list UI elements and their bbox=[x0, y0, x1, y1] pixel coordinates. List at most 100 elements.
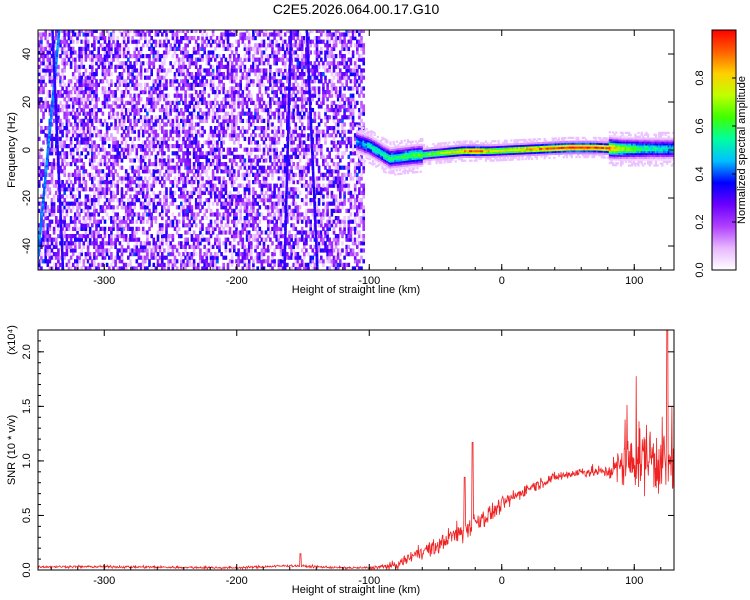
heatmap-cell bbox=[86, 75, 90, 80]
heatmap-cell bbox=[203, 118, 206, 123]
heatmap-cell bbox=[290, 136, 293, 141]
heatmap-cell bbox=[281, 147, 285, 152]
heatmap-cell bbox=[230, 136, 234, 141]
heatmap-cell bbox=[300, 64, 304, 69]
heatmap-cell bbox=[135, 241, 139, 246]
heatmap-cell bbox=[131, 140, 134, 145]
heatmap-cell bbox=[307, 169, 310, 174]
heatmap-cell bbox=[226, 64, 230, 69]
heatmap-cell bbox=[139, 46, 143, 51]
heatmap-cell bbox=[184, 133, 187, 138]
heatmap-cell bbox=[141, 158, 145, 163]
heatmap-cell bbox=[50, 79, 54, 84]
heatmap-cell bbox=[216, 219, 219, 224]
heatmap-cell bbox=[256, 169, 259, 174]
heatmap-cell bbox=[281, 72, 285, 77]
heatmap-cell bbox=[243, 219, 247, 224]
heatmap-cell bbox=[197, 244, 200, 249]
heatmap-cell bbox=[288, 162, 291, 167]
heatmap-cell bbox=[226, 172, 230, 177]
heatmap-cell bbox=[175, 30, 179, 33]
heatmap-cell bbox=[209, 147, 213, 152]
heatmap-cell bbox=[120, 223, 124, 228]
heatmap-cell bbox=[294, 252, 298, 257]
heatmap-cell bbox=[129, 262, 132, 267]
heatmap-cell bbox=[290, 176, 293, 181]
heatmap-cell bbox=[152, 39, 156, 44]
heatmap-cell bbox=[186, 39, 189, 44]
heatmap-cell bbox=[260, 198, 264, 203]
heatmap-cell bbox=[99, 158, 103, 163]
heatmap-cell bbox=[135, 259, 139, 264]
heatmap-cell bbox=[116, 180, 119, 185]
heatmap-cell bbox=[214, 226, 217, 231]
heatmap-cell bbox=[71, 129, 75, 134]
heatmap-cell bbox=[199, 187, 202, 192]
heatmap-cell bbox=[118, 154, 122, 159]
heatmap-cell bbox=[124, 64, 128, 69]
heatmap-cell bbox=[165, 133, 168, 138]
heatmap-cell bbox=[192, 262, 196, 267]
heatmap-cell bbox=[108, 158, 111, 163]
heatmap-cell bbox=[65, 86, 69, 91]
heatmap-cell bbox=[161, 147, 164, 152]
heatmap-cell bbox=[281, 259, 285, 264]
heatmap-cell bbox=[173, 129, 177, 134]
heatmap-cell bbox=[267, 234, 270, 239]
heatmap-cell bbox=[69, 190, 73, 195]
heatmap-cell bbox=[218, 230, 221, 235]
heatmap-cell bbox=[192, 248, 196, 253]
heatmap-cell bbox=[233, 54, 236, 59]
heatmap-cell bbox=[148, 39, 151, 44]
heatmap-cell bbox=[129, 208, 132, 213]
heatmap-cell bbox=[105, 122, 109, 127]
heatmap-cell bbox=[252, 266, 255, 270]
heatmap-cell bbox=[91, 144, 94, 149]
heatmap-cell bbox=[292, 90, 295, 95]
heatmap-cell bbox=[256, 111, 259, 116]
heatmap-cell bbox=[50, 180, 54, 185]
heatmap-cell bbox=[277, 176, 281, 181]
heatmap-cell bbox=[55, 255, 58, 260]
heatmap-cell bbox=[112, 216, 115, 221]
heatmap-cell bbox=[154, 100, 158, 105]
heatmap-cell bbox=[192, 147, 196, 152]
heatmap-cell bbox=[296, 180, 300, 185]
heatmap-cell bbox=[275, 154, 278, 159]
heatmap-cell bbox=[50, 144, 54, 149]
heatmap-cell bbox=[226, 118, 230, 123]
heatmap-cell bbox=[216, 234, 219, 239]
heatmap-cell bbox=[239, 194, 242, 199]
heatmap-cell bbox=[91, 111, 94, 116]
heatmap-cell bbox=[135, 118, 139, 123]
heatmap-cell bbox=[69, 255, 73, 260]
heatmap-cell bbox=[228, 43, 232, 48]
heatmap-cell bbox=[277, 259, 281, 264]
heatmap-cell bbox=[61, 183, 64, 188]
heatmap-cell bbox=[133, 118, 136, 123]
heatmap-cell bbox=[209, 126, 213, 131]
heatmap-cell bbox=[182, 216, 185, 221]
heatmap-cell bbox=[63, 252, 66, 257]
heatmap-cell bbox=[80, 39, 83, 44]
heatmap-cell bbox=[216, 140, 219, 145]
heatmap-cell bbox=[122, 104, 126, 109]
heatmap-cell bbox=[133, 237, 136, 242]
heatmap-cell bbox=[273, 205, 276, 210]
heatmap-cell bbox=[46, 244, 50, 249]
heatmap-cell bbox=[222, 201, 225, 206]
heatmap-cell bbox=[116, 183, 119, 188]
heatmap-cell bbox=[129, 86, 132, 91]
heatmap-cell bbox=[76, 68, 79, 73]
heatmap-cell bbox=[108, 187, 111, 192]
heatmap-cell bbox=[129, 165, 132, 170]
heatmap-cell bbox=[46, 230, 50, 235]
heatmap-cell bbox=[226, 36, 230, 41]
heatmap-cell bbox=[46, 248, 50, 253]
heatmap-cell bbox=[59, 151, 62, 156]
heatmap-cell bbox=[105, 126, 109, 131]
heatmap-cell bbox=[139, 54, 143, 59]
heatmap-cell bbox=[150, 129, 153, 134]
heatmap-cell bbox=[237, 241, 240, 246]
heatmap-cell bbox=[267, 147, 270, 152]
